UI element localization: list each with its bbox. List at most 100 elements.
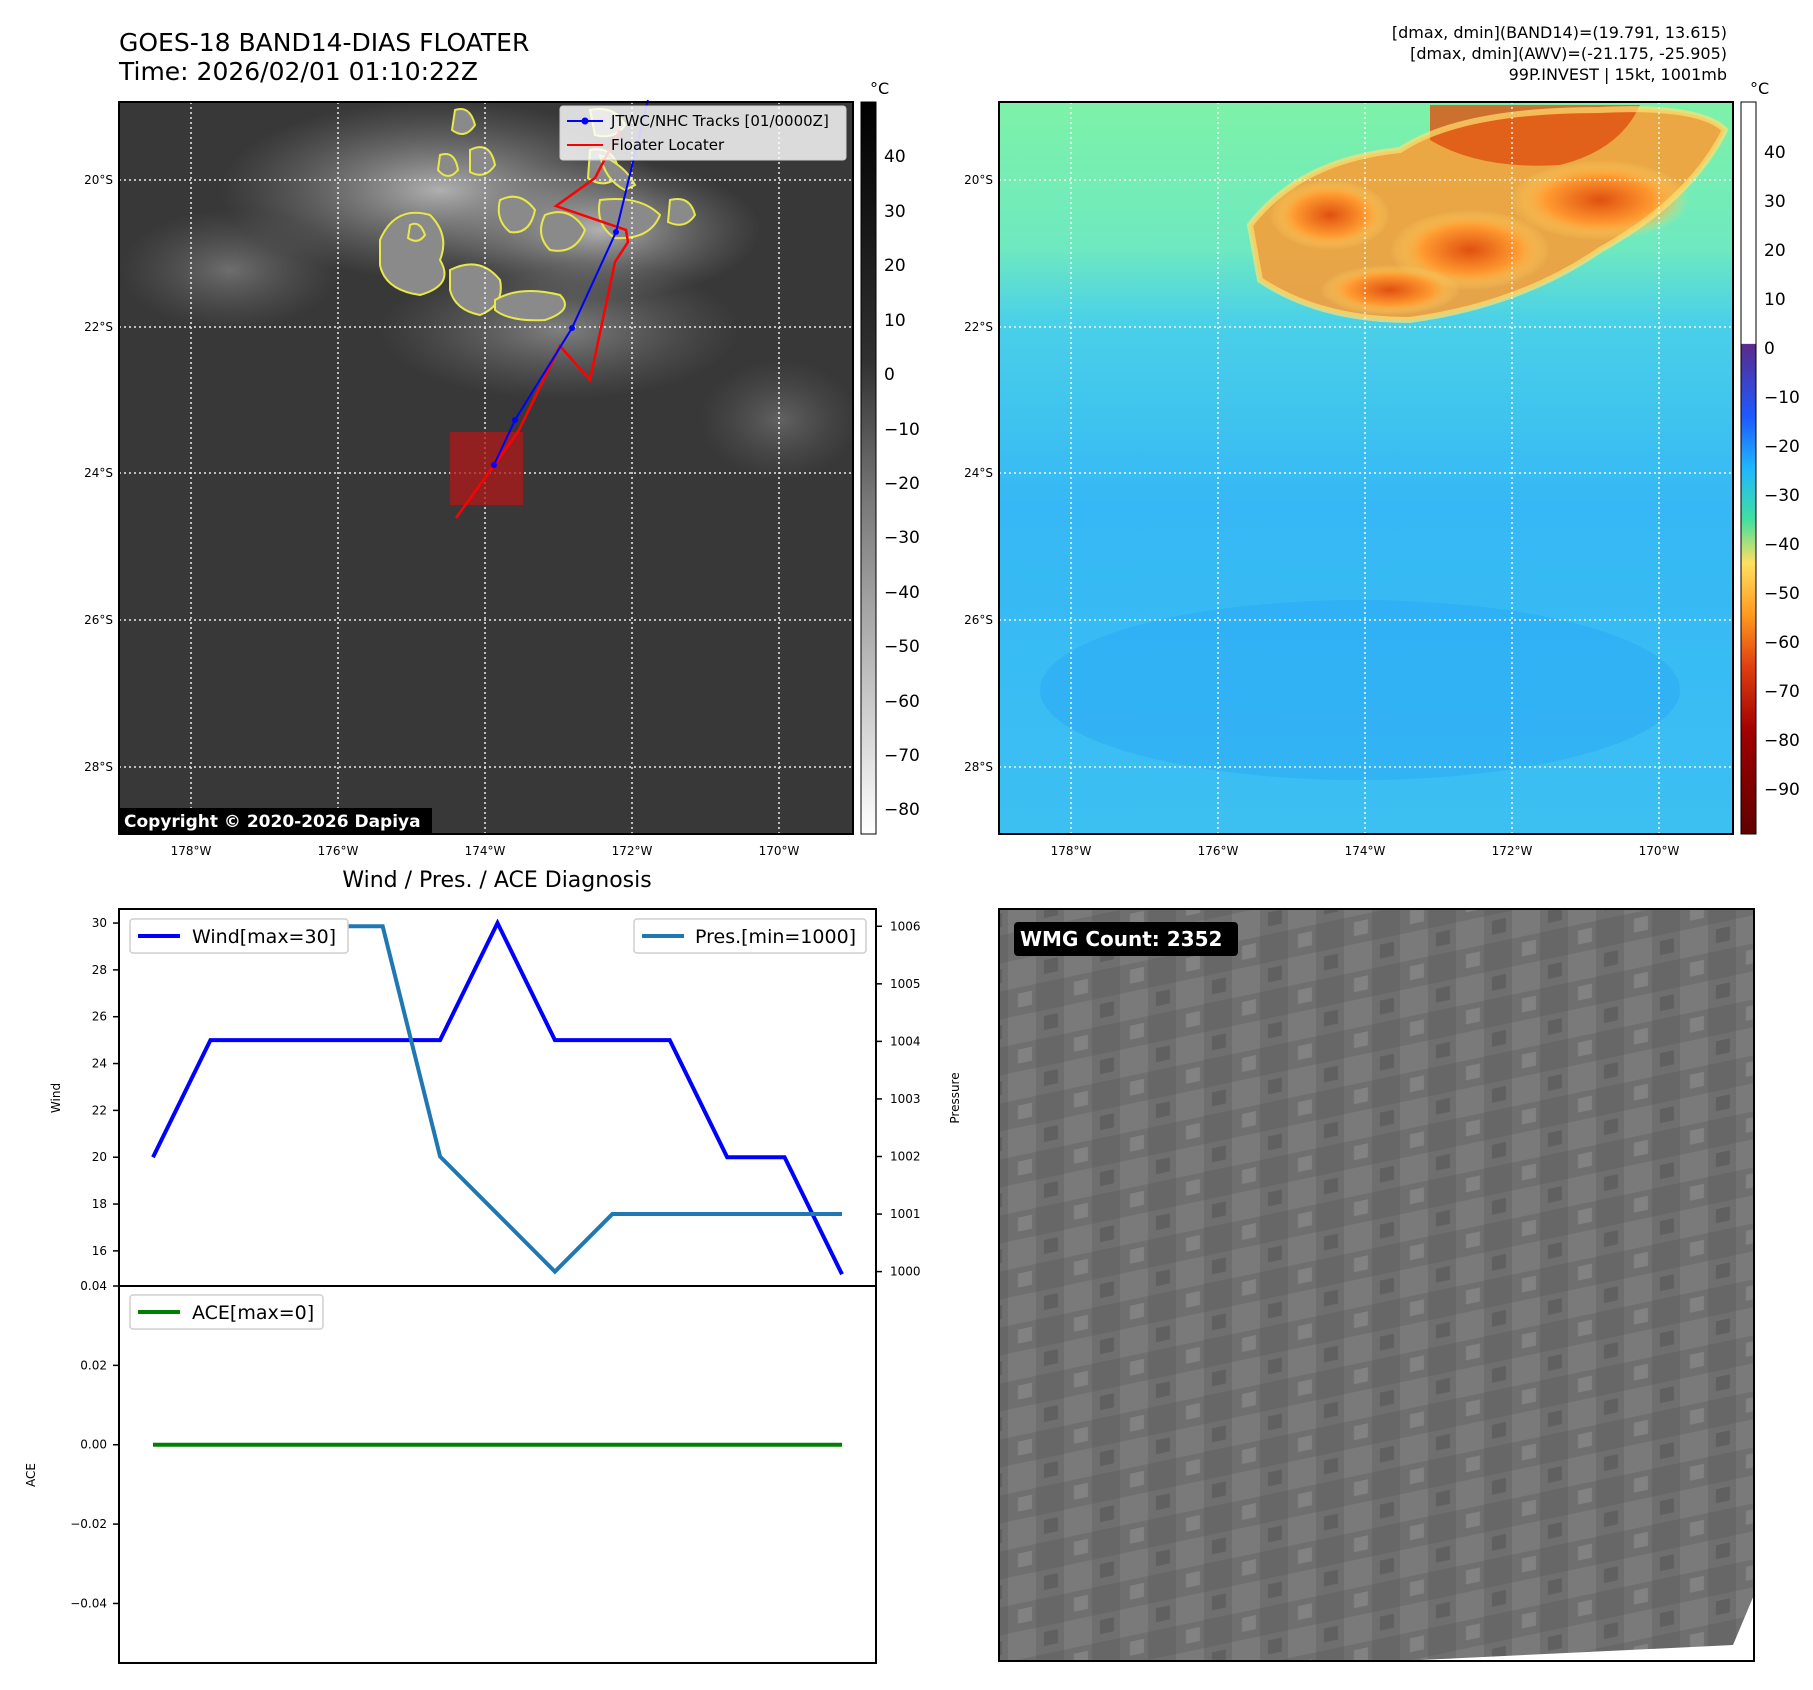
ace-y-ticks: 0.04 0.02 0.00 −0.02 −0.04 xyxy=(70,1279,119,1610)
colorbar-tick: 10 xyxy=(1764,290,1786,310)
figure-title: GOES-18 BAND14-DIAS FLOATER xyxy=(119,28,529,57)
wmg-panel: WMG Count: 2352 xyxy=(998,908,1755,1662)
ir-colorbar-unit: °C xyxy=(870,79,889,98)
lat-label: 20°S xyxy=(964,173,993,187)
lat-label: 26°S xyxy=(84,613,113,627)
lat-label: 24°S xyxy=(964,466,993,480)
wind-y-ticks: 30 28 26 24 22 20 18 16 xyxy=(92,916,119,1258)
colorbar-tick: 30 xyxy=(1764,192,1786,212)
ir-lon-labels: 178°W 176°W 174°W 172°W 170°W xyxy=(171,844,800,858)
wv-moist-band xyxy=(1040,600,1680,780)
lat-label: 22°S xyxy=(84,320,113,334)
wv-lon-labels: 178°W 176°W 174°W 172°W 170°W xyxy=(1051,844,1680,858)
y-tick-label: 0.02 xyxy=(80,1358,107,1372)
y-tick-label: 30 xyxy=(92,916,107,930)
lon-label: 170°W xyxy=(759,844,800,858)
y-tick-label: 18 xyxy=(92,1197,107,1211)
floater-box xyxy=(450,432,523,505)
wmg-count-box xyxy=(1014,922,1238,956)
y-tick-label: 26 xyxy=(92,1010,107,1024)
wv-colorbar-ticks: 40 30 20 10 0 −10 −20 −30 −40 −50 −60 −7… xyxy=(1764,143,1800,800)
y-tick-label: −0.02 xyxy=(70,1517,107,1531)
lon-label: 178°W xyxy=(171,844,212,858)
ir-panel: JTWC/NHC Tracks [01/0000Z] Floater Locat… xyxy=(84,79,920,858)
ir-cloud-haze xyxy=(120,210,340,330)
colorbar-tick: −10 xyxy=(884,420,920,440)
pressure-y-ticks: 1006 1005 1004 1003 1002 1001 1000 xyxy=(876,919,921,1279)
ir-lat-labels: 20°S 22°S 24°S 26°S 28°S xyxy=(84,173,113,774)
colorbar-tick: 30 xyxy=(884,202,906,222)
legend-tracks-label: JTWC/NHC Tracks [01/0000Z] xyxy=(610,112,829,130)
figure-time: Time: 2026/02/01 01:10:22Z xyxy=(118,57,478,86)
y-tick-label: 1004 xyxy=(890,1034,921,1048)
colorbar-tick: 0 xyxy=(1764,339,1775,359)
ace-chart: 0.04 0.02 0.00 −0.02 −0.04 ACE ACE[max=0] xyxy=(24,1279,877,1664)
y-tick-label: 16 xyxy=(92,1244,107,1258)
stats-line-2: [dmax, dmin](AWV)=(-21.175, -25.905) xyxy=(1410,44,1727,63)
wv-colorbar xyxy=(1740,101,1757,835)
colorbar-tick: −70 xyxy=(884,746,920,766)
colorbar-tick: −70 xyxy=(1764,682,1800,702)
ir-legend: JTWC/NHC Tracks [01/0000Z] Floater Locat… xyxy=(559,105,847,161)
colorbar-tick: 0 xyxy=(884,365,895,385)
lon-label: 172°W xyxy=(1492,844,1533,858)
pressure-legend: Pres.[min=1000] xyxy=(633,918,867,954)
ace-legend: ACE[max=0] xyxy=(129,1294,324,1330)
lon-label: 174°W xyxy=(465,844,506,858)
stats-line-1: [dmax, dmin](BAND14)=(19.791, 13.615) xyxy=(1392,23,1727,42)
floater-locater-track xyxy=(454,129,630,519)
wind-legend-label: Wind[max=30] xyxy=(192,926,336,948)
colorbar-tick: 40 xyxy=(884,147,906,167)
ace-plot-area xyxy=(118,1285,877,1664)
colorbar-tick: 10 xyxy=(884,311,906,331)
y-tick-label: 1003 xyxy=(890,1092,921,1106)
lat-label: 28°S xyxy=(964,760,993,774)
colorbar-tick: −10 xyxy=(1764,388,1800,408)
wind-plot-area xyxy=(118,908,877,1287)
wv-lat-labels: 20°S 22°S 24°S 26°S 28°S xyxy=(964,173,993,774)
colorbar-tick: −80 xyxy=(1764,731,1800,751)
colorbar-tick: −30 xyxy=(1764,486,1800,506)
y-tick-label: 0.00 xyxy=(80,1438,107,1452)
lon-label: 172°W xyxy=(612,844,653,858)
lat-label: 26°S xyxy=(964,613,993,627)
lat-label: 28°S xyxy=(84,760,113,774)
wmg-blank-corner xyxy=(1400,1595,1754,1661)
wmg-frame xyxy=(998,908,1755,1662)
lon-label: 178°W xyxy=(1051,844,1092,858)
copyright-text: Copyright © 2020-2026 Dapiya xyxy=(124,812,421,832)
y-tick-label: 1006 xyxy=(890,919,921,933)
wind-axis-label: Wind xyxy=(49,1083,63,1113)
colorbar-tick: −90 xyxy=(1764,780,1800,800)
colorbar-tick: 20 xyxy=(1764,241,1786,261)
ace-legend-label: ACE[max=0] xyxy=(192,1302,314,1324)
colorbar-tick: 40 xyxy=(1764,143,1786,163)
y-tick-label: 20 xyxy=(92,1150,107,1164)
diagnosis-title: Wind / Pres. / ACE Diagnosis xyxy=(342,868,651,893)
wv-colorbar-unit: °C xyxy=(1750,79,1769,98)
colorbar-tick: −30 xyxy=(884,528,920,548)
colorbar-tick: −40 xyxy=(884,583,920,603)
colorbar-tick: −20 xyxy=(884,474,920,494)
wv-map-frame xyxy=(998,101,1734,835)
y-tick-label: 0.04 xyxy=(80,1279,107,1293)
lon-label: 176°W xyxy=(1198,844,1239,858)
ir-colorbar xyxy=(860,101,877,835)
y-tick-label: 24 xyxy=(92,1057,107,1071)
colorbar-tick: −60 xyxy=(1764,633,1800,653)
colorbar-tick: −50 xyxy=(1764,584,1800,604)
y-tick-label: 1000 xyxy=(890,1265,921,1279)
colorbar-tick: −60 xyxy=(884,692,920,712)
stats-line-3: 99P.INVEST | 15kt, 1001mb xyxy=(1509,65,1727,84)
ace-axis-label: ACE xyxy=(24,1463,38,1487)
wv-warm-region xyxy=(1246,105,1729,324)
lat-label: 22°S xyxy=(964,320,993,334)
colorbar-tick: −50 xyxy=(884,637,920,657)
ir-cloud-haze xyxy=(700,360,860,480)
wmg-count-label: WMG Count: 2352 xyxy=(1020,927,1222,951)
lon-label: 176°W xyxy=(318,844,359,858)
colorbar-tick: −80 xyxy=(884,800,920,820)
y-tick-label: −0.04 xyxy=(70,1596,107,1610)
colorbar-tick: −40 xyxy=(1764,535,1800,555)
